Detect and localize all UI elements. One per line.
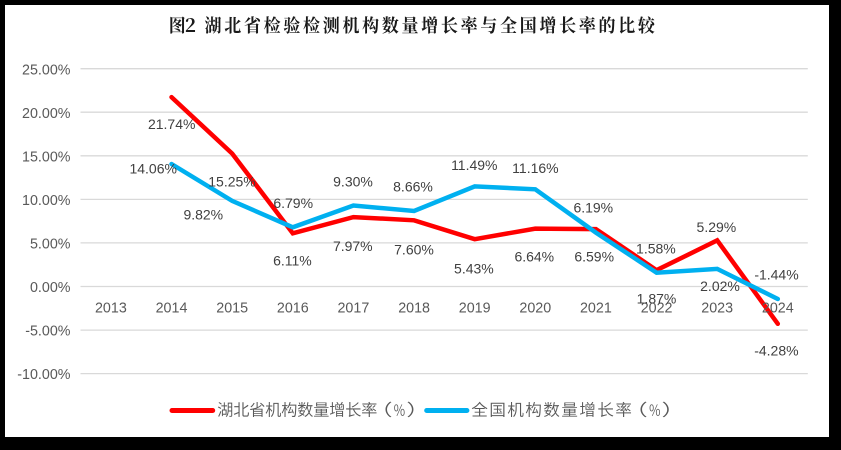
svg-text:2.02%: 2.02%	[700, 278, 740, 294]
svg-text:15.00%: 15.00%	[22, 149, 71, 165]
svg-text:1.87%: 1.87%	[637, 291, 677, 307]
svg-text:2019: 2019	[459, 300, 491, 316]
svg-text:2017: 2017	[337, 300, 369, 316]
svg-text:6.79%: 6.79%	[273, 195, 313, 211]
svg-text:-10.00%: -10.00%	[17, 367, 71, 383]
svg-text:2024: 2024	[762, 300, 794, 316]
svg-text:2016: 2016	[277, 300, 309, 316]
svg-text:2021: 2021	[580, 300, 612, 316]
svg-text:8.66%: 8.66%	[393, 179, 433, 195]
svg-text:6.19%: 6.19%	[573, 200, 613, 216]
svg-text:11.16%: 11.16%	[512, 160, 558, 176]
svg-text:15.25%: 15.25%	[208, 174, 255, 190]
svg-text:2022: 2022	[641, 300, 673, 316]
svg-text:11.49%: 11.49%	[451, 157, 497, 173]
svg-text:1.58%: 1.58%	[636, 241, 676, 257]
svg-text:0.00%: 0.00%	[30, 280, 71, 296]
svg-text:20.00%: 20.00%	[22, 106, 71, 122]
svg-text:7.97%: 7.97%	[333, 238, 373, 254]
svg-text:5.00%: 5.00%	[30, 237, 71, 253]
svg-text:25.00%: 25.00%	[22, 62, 71, 78]
svg-text:5.43%: 5.43%	[454, 261, 494, 277]
svg-text:9.30%: 9.30%	[333, 173, 373, 189]
svg-text:2015: 2015	[216, 300, 248, 316]
svg-text:-4.28%: -4.28%	[754, 343, 798, 359]
svg-text:2020: 2020	[519, 300, 551, 316]
svg-text:2014: 2014	[156, 300, 188, 316]
svg-text:6.11%: 6.11%	[273, 253, 312, 269]
svg-text:21.74%: 21.74%	[148, 116, 195, 132]
svg-text:2023: 2023	[701, 300, 733, 316]
svg-text:5.29%: 5.29%	[697, 219, 737, 235]
svg-text:-5.00%: -5.00%	[25, 324, 71, 340]
svg-text:6.59%: 6.59%	[574, 249, 614, 265]
svg-text:-1.44%: -1.44%	[754, 267, 798, 283]
svg-text:10.00%: 10.00%	[22, 193, 71, 209]
svg-text:2018: 2018	[398, 300, 430, 316]
svg-text:14.06%: 14.06%	[129, 161, 176, 177]
svg-text:2013: 2013	[95, 300, 127, 316]
svg-text:7.60%: 7.60%	[394, 242, 434, 258]
svg-text:6.64%: 6.64%	[514, 248, 554, 264]
svg-text:9.82%: 9.82%	[183, 206, 223, 222]
